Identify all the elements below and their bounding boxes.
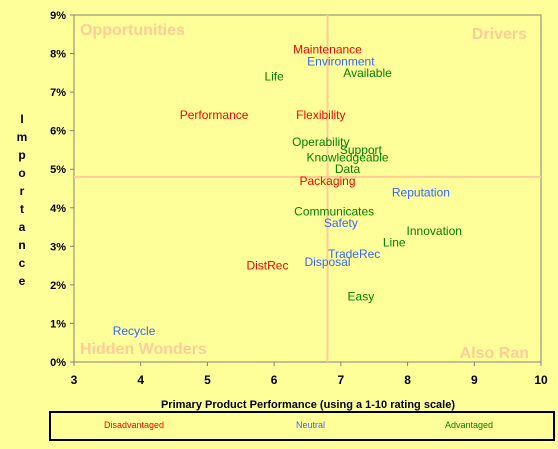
y-tick-label: 3% <box>50 241 66 253</box>
point-label-knowledgeable: Knowledgeable <box>306 151 388 165</box>
point-label-traderec: TradeRec <box>328 247 380 261</box>
point-label-safety: Safety <box>324 216 358 230</box>
point-label-distrec: DistRec <box>246 259 288 273</box>
point-label-disposal: Disposal <box>304 255 350 269</box>
y-axis-title-letter: p <box>18 148 26 162</box>
y-tick-label: 2% <box>50 280 66 292</box>
y-tick-label: 6% <box>50 126 66 138</box>
quadrant-label-bottom-right: Also Ran <box>460 345 529 362</box>
point-label-environment: Environment <box>307 54 375 68</box>
y-axis-title-letter: m <box>16 130 28 144</box>
y-tick-label: 0% <box>50 357 66 369</box>
point-label-reputation: Reputation <box>392 185 450 199</box>
point-label-support: Support <box>340 143 383 157</box>
quadrant-label-bottom-left: Hidden Wonders <box>80 341 207 358</box>
legend-item-neutral: Neutral <box>296 420 326 430</box>
x-tick-label: 8 <box>404 373 411 387</box>
x-tick-label: 7 <box>338 373 345 387</box>
plot-area <box>73 14 542 363</box>
y-axis-title-letter: n <box>18 238 26 252</box>
point-label-maintenance: Maintenance <box>293 43 362 57</box>
point-label-operability: Operability <box>292 135 349 149</box>
point-label-available: Available <box>343 66 392 80</box>
x-axis-title: Primary Product Performance (using a 1-1… <box>161 399 455 411</box>
x-tick-label: 6 <box>271 373 278 387</box>
y-tick-label: 1% <box>50 318 66 330</box>
y-tick-label: 9% <box>50 10 66 22</box>
point-label-communicates: Communicates <box>294 205 374 219</box>
y-axis-title-letter: r <box>19 184 25 198</box>
legend-item-disadvantaged: Disadvantaged <box>104 420 165 430</box>
point-label-data: Data <box>335 162 361 176</box>
quadrant-label-top-left: Opportunities <box>80 22 185 39</box>
y-tick-label: 7% <box>50 87 66 99</box>
x-tick-label: 5 <box>204 373 211 387</box>
point-label-packaging: Packaging <box>299 174 355 188</box>
y-axis-title-letter: c <box>18 256 26 270</box>
point-label-life: Life <box>264 70 284 84</box>
legend-item-advantaged: Advantaged <box>445 420 494 430</box>
x-tick-label: 3 <box>71 373 78 387</box>
point-label-flexibility: Flexibility <box>296 108 345 122</box>
y-axis-title-letter: e <box>18 274 26 288</box>
y-axis-title-letter: I <box>20 112 24 126</box>
point-label-recycle: Recycle <box>113 324 156 338</box>
y-axis-title-letter: o <box>18 166 26 180</box>
point-label-performance: Performance <box>180 108 249 122</box>
x-tick-label: 9 <box>471 373 478 387</box>
y-tick-label: 8% <box>50 49 66 61</box>
point-label-innovation: Innovation <box>407 224 462 238</box>
legend: Disadvantaged Neutral Advantaged <box>49 411 555 441</box>
point-label-easy: Easy <box>348 289 375 303</box>
y-axis-title-letter: a <box>18 220 26 234</box>
point-label-line: Line <box>383 235 406 249</box>
y-axis-title-letter: t <box>20 202 24 216</box>
y-tick-label: 5% <box>50 164 66 176</box>
x-tick-label: 10 <box>534 373 548 387</box>
quadrant-label-top-right: Drivers <box>472 26 527 43</box>
y-tick-label: 4% <box>50 203 66 215</box>
x-tick-label: 4 <box>137 373 144 387</box>
